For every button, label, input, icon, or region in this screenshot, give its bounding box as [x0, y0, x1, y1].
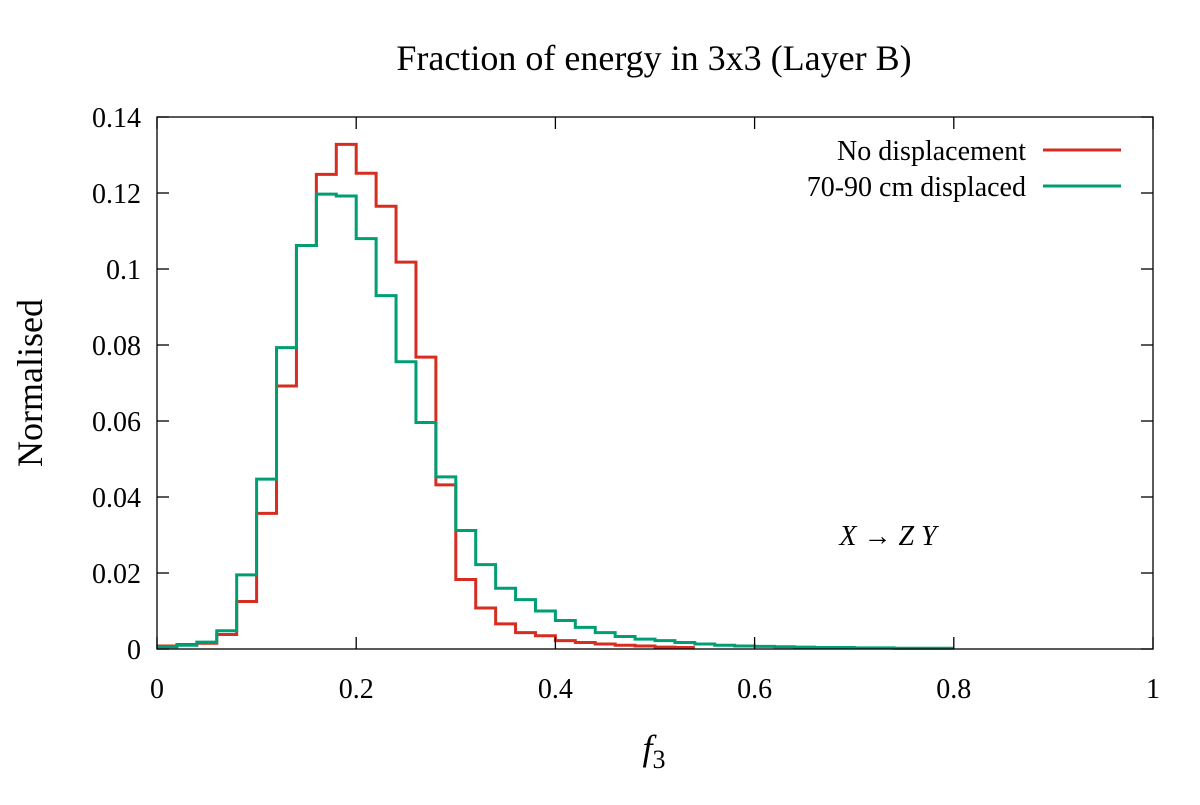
y-tick-label: 0.12	[92, 179, 141, 210]
x-tick-label: 0	[150, 674, 164, 705]
x-axis-label-subscript: 3	[653, 745, 666, 774]
x-tick-label: 1	[1146, 674, 1160, 705]
y-tick-label: 0	[127, 635, 141, 666]
x-tick-label: 0.2	[339, 674, 374, 705]
process-annotation: X → Z Y	[838, 521, 940, 552]
legend: No displacement 70-90 cm displaced	[807, 136, 1121, 203]
legend-label-series-1: 70-90 cm displaced	[807, 172, 1026, 203]
y-tick-label: 0.02	[92, 559, 141, 590]
x-axis-label: f3	[642, 728, 665, 774]
y-tick-label: 0.1	[106, 255, 141, 286]
series-layer	[157, 142, 954, 650]
x-tick-label: 0.8	[936, 674, 971, 705]
y-tick-label: 0.06	[92, 407, 141, 438]
legend-label-series-0: No displacement	[837, 136, 1026, 167]
y-tick-label: 0.04	[92, 483, 141, 514]
y-axis-label: Normalised	[10, 299, 50, 467]
y-tick-label: 0.14	[92, 103, 141, 134]
series-1-histogram-line	[157, 192, 954, 650]
series-0-histogram-line	[157, 142, 695, 649]
plot-frame	[156, 116, 1154, 650]
chart-title: Fraction of energy in 3x3 (Layer B)	[396, 38, 911, 78]
x-tick-label: 0.4	[538, 674, 573, 705]
y-tick-label: 0.08	[92, 331, 141, 362]
x-tick-label: 0.6	[737, 674, 772, 705]
ticks-layer: 0 0.2 0.4 0.6 0.8 1 0 0.02 0.04 0.06 0.08 0.1 0.12 0.…	[92, 103, 1160, 705]
